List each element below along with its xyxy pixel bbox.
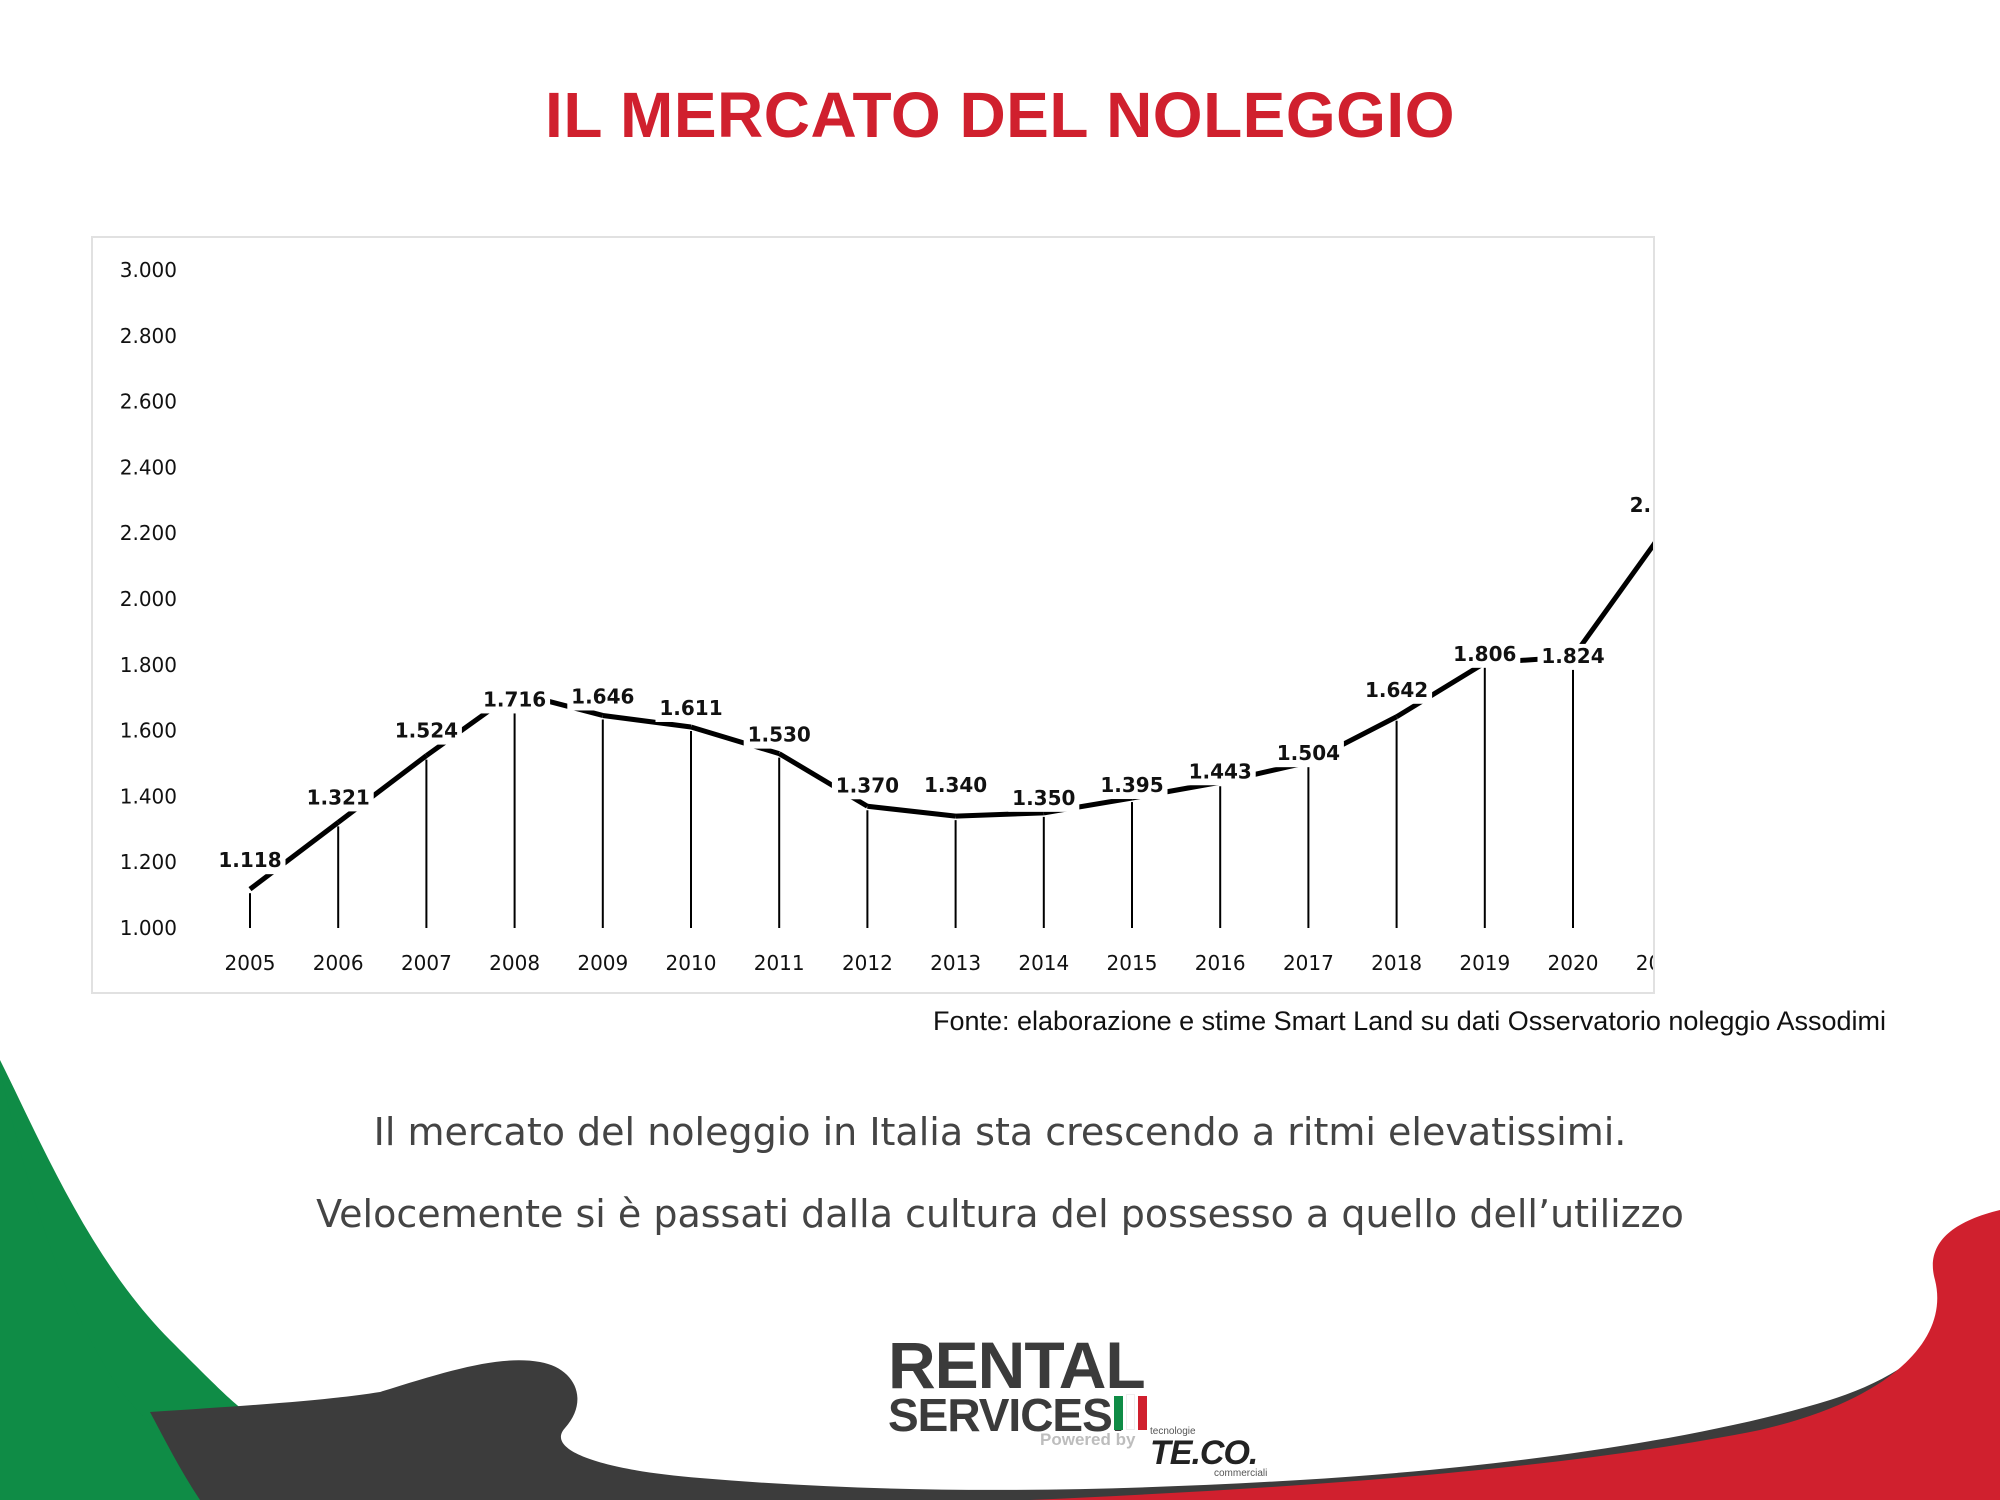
y-tick-label: 2.200 xyxy=(120,521,177,545)
x-tick-label: 2014 xyxy=(1018,951,1069,975)
x-tick-label: 2010 xyxy=(666,951,717,975)
data-label-bg xyxy=(390,718,462,745)
series-line-segment xyxy=(690,724,780,757)
data-label: 1.395 xyxy=(1100,773,1163,797)
x-tick-label: 2011 xyxy=(754,951,805,975)
data-label-bg xyxy=(655,695,727,722)
x-tick-label: 2020 xyxy=(1548,951,1599,975)
series-line-segment xyxy=(1395,660,1487,719)
data-label-bg xyxy=(214,848,286,875)
data-label-bg xyxy=(1184,759,1256,786)
data-label: 1.118 xyxy=(218,848,281,872)
data-label: 2.197 xyxy=(1630,493,1653,517)
data-label: 1.443 xyxy=(1189,759,1252,783)
series-line-segment xyxy=(602,712,692,730)
series-line-segment xyxy=(955,810,1044,819)
x-tick-label: 2018 xyxy=(1371,951,1422,975)
chart-container: 1.000 1.200 1.400 1.600 1.800 2.000 2.200 2.400… xyxy=(91,236,1655,994)
data-label-bg xyxy=(831,773,903,800)
logo-rental-text: RENTAL xyxy=(888,1328,1146,1402)
x-tick-label: 2005 xyxy=(225,951,276,975)
x-tick-label: 2017 xyxy=(1283,951,1334,975)
series-line-segment xyxy=(1570,541,1653,659)
y-tick-label: 2.800 xyxy=(120,324,177,348)
y-tick-label: 1.600 xyxy=(120,719,177,743)
caption-line-1: Il mercato del noleggio in Italia sta cr… xyxy=(373,1110,1627,1154)
caption-line-2: Velocemente si è passati dalla cultura d… xyxy=(316,1192,1684,1236)
logo-commerciali: commerciali xyxy=(1214,1468,1268,1479)
series-line-segment xyxy=(248,820,340,892)
data-label-bg xyxy=(302,785,374,812)
data-label-bg xyxy=(1008,785,1080,812)
x-tick-label: 2007 xyxy=(401,951,452,975)
y-tick-label: 2.600 xyxy=(120,390,177,414)
y-tick-label: 2.400 xyxy=(120,455,177,479)
source-note: Fonte: elaborazione e stime Smart Land s… xyxy=(932,1006,1886,1036)
x-tick-label: 2015 xyxy=(1107,951,1158,975)
x-tick-label: 2019 xyxy=(1459,951,1510,975)
x-tick-label: 2006 xyxy=(313,951,364,975)
data-label-bg xyxy=(1537,643,1609,670)
data-label: 1.524 xyxy=(395,719,458,743)
line-chart: 1.000 1.200 1.400 1.600 1.800 2.000 2.200 2.400… xyxy=(120,258,1653,975)
x-tick-label: 2016 xyxy=(1195,951,1246,975)
logo-services-text: SERVICES. xyxy=(888,1389,1125,1441)
data-label-bg xyxy=(479,687,551,714)
data-label-bg xyxy=(1449,641,1521,668)
y-tick-label: 1.200 xyxy=(120,850,177,874)
data-label-bg xyxy=(1272,741,1344,768)
data-label-bg xyxy=(1625,493,1653,520)
x-tick-label: 2013 xyxy=(930,951,981,975)
y-tick-label: 1.400 xyxy=(120,784,177,808)
y-tick-label: 3.000 xyxy=(120,258,177,282)
page-title: IL MERCATO DEL NOLEGGIO xyxy=(545,79,1455,151)
data-label: 1.646 xyxy=(571,684,634,708)
italian-flag-icon xyxy=(1114,1394,1150,1430)
data-label: 1.504 xyxy=(1277,741,1340,765)
data-label: 1.350 xyxy=(1012,786,1075,810)
data-label-bg xyxy=(1361,677,1433,704)
data-label: 1.716 xyxy=(483,687,546,711)
logo-powered-by: Powered by xyxy=(1040,1430,1136,1449)
data-label: 1.530 xyxy=(748,723,811,747)
data-label-bg xyxy=(567,684,639,711)
rental-services-logo: RENTAL SERVICES. Powered by tecnologie T… xyxy=(888,1332,1288,1500)
data-label: 1.340 xyxy=(924,773,987,797)
data-label-bg xyxy=(743,722,815,749)
logo-tecnologie: tecnologie xyxy=(1150,1426,1196,1437)
x-tick-label: 2008 xyxy=(489,951,540,975)
data-label: 1.642 xyxy=(1365,678,1428,702)
teco-logo-text: TE.CO. xyxy=(1150,1434,1258,1472)
y-tick-label: 2.000 xyxy=(120,587,177,611)
data-label: 1.611 xyxy=(659,696,722,720)
data-label-bg xyxy=(1096,773,1168,800)
x-tick-label: 2009 xyxy=(577,951,628,975)
data-label: 1.824 xyxy=(1541,644,1604,668)
x-tick-label: 2012 xyxy=(842,951,893,975)
data-label: 1.806 xyxy=(1453,642,1516,666)
series-line-segment xyxy=(867,803,956,819)
y-tick-label: 1.800 xyxy=(120,653,177,677)
y-tick-label: 1.000 xyxy=(120,916,177,940)
data-label-bg xyxy=(920,773,992,800)
data-label: 1.321 xyxy=(307,785,370,809)
data-label: 1.370 xyxy=(836,773,899,797)
